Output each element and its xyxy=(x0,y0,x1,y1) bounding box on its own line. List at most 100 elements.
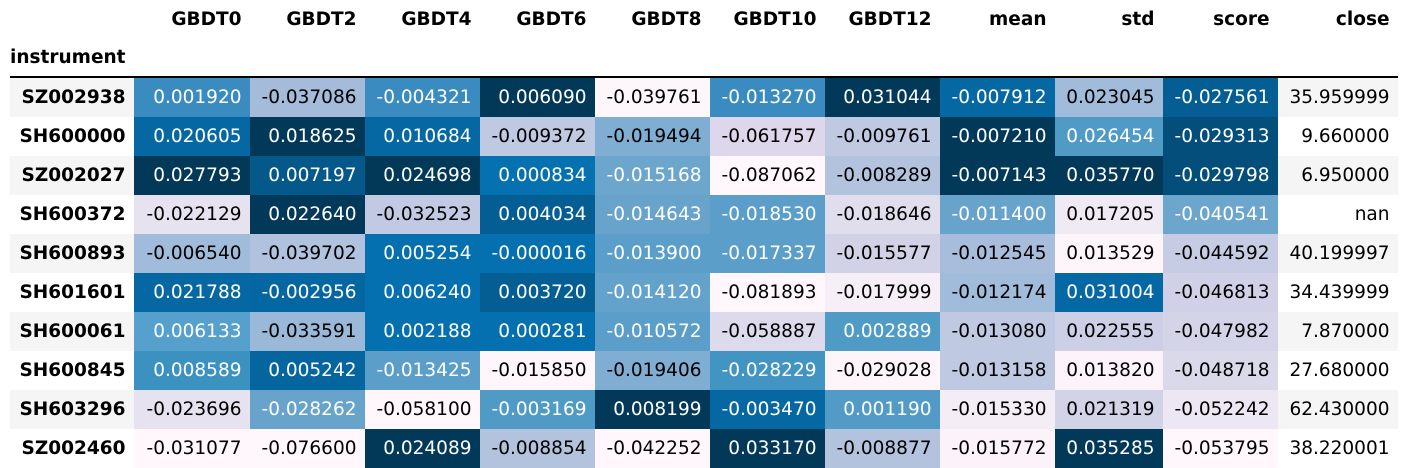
cell-score: -0.040541 xyxy=(1162,195,1278,234)
table-row: SH600000 0.020605 0.018625 0.010684 -0.00937… xyxy=(10,117,1398,156)
row-instrument: SH600845 xyxy=(10,351,134,390)
table-row: SH600061 0.006133 -0.033591 0.002188 0.00028… xyxy=(10,312,1398,351)
cell-gbdt12: -0.008877 xyxy=(824,429,940,468)
table-row: SZ002938 0.001920 -0.037086 -0.004321 0.0060… xyxy=(10,77,1398,117)
col-header: GBDT6 xyxy=(516,8,587,30)
cell-gbdt8: -0.013900 xyxy=(594,234,710,273)
col-header: GBDT2 xyxy=(286,8,357,30)
cell-score: -0.047982 xyxy=(1162,312,1278,351)
cell-gbdt10: -0.058887 xyxy=(709,312,825,351)
cell-gbdt0: -0.023696 xyxy=(133,390,250,429)
col-header: GBDT4 xyxy=(401,8,472,30)
row-instrument: SZ002938 xyxy=(10,77,134,117)
cell-gbdt12: -0.015577 xyxy=(824,234,940,273)
cell-gbdt12: -0.008289 xyxy=(824,156,940,195)
cell-gbdt10: 0.033170 xyxy=(709,429,825,468)
cell-gbdt6: -0.000016 xyxy=(479,234,595,273)
cell-gbdt2: 0.007197 xyxy=(249,156,365,195)
table-row: SH603296 -0.023696 -0.028262 -0.058100 -0.00… xyxy=(10,390,1398,429)
cell-gbdt0: -0.031077 xyxy=(133,429,250,468)
cell-gbdt6: 0.004034 xyxy=(479,195,595,234)
cell-gbdt2: 0.018625 xyxy=(249,117,365,156)
cell-gbdt2: -0.033591 xyxy=(249,312,365,351)
cell-gbdt4: -0.004321 xyxy=(364,77,480,117)
col-header: GBDT8 xyxy=(631,8,702,30)
row-instrument: SH601601 xyxy=(10,273,134,312)
cell-close: 40.199997 xyxy=(1277,234,1398,273)
cell-gbdt8: -0.039761 xyxy=(594,77,710,117)
cell-mean: -0.015772 xyxy=(939,429,1055,468)
cell-mean: -0.013080 xyxy=(939,312,1055,351)
cell-gbdt12: -0.017999 xyxy=(824,273,940,312)
cell-gbdt4: 0.024698 xyxy=(364,156,480,195)
index-name: instrument xyxy=(10,46,126,68)
col-header: mean xyxy=(989,8,1047,30)
cell-close: 35.959999 xyxy=(1277,77,1398,117)
cell-gbdt0: 0.020605 xyxy=(133,117,250,156)
cell-gbdt2: 0.005242 xyxy=(249,351,365,390)
cell-gbdt6: 0.000281 xyxy=(479,312,595,351)
cell-gbdt2: 0.022640 xyxy=(249,195,365,234)
cell-gbdt0: 0.021788 xyxy=(133,273,250,312)
cell-gbdt4: -0.058100 xyxy=(364,390,480,429)
cell-close: 6.950000 xyxy=(1277,156,1398,195)
cell-gbdt10: -0.018530 xyxy=(709,195,825,234)
table-row: SH601601 0.021788 -0.002956 0.006240 0.00372… xyxy=(10,273,1398,312)
cell-gbdt6: 0.006090 xyxy=(479,77,595,117)
col-header: GBDT10 xyxy=(733,8,817,30)
cell-gbdt10: -0.003470 xyxy=(709,390,825,429)
cell-gbdt12: -0.009761 xyxy=(824,117,940,156)
cell-gbdt12: 0.001190 xyxy=(824,390,940,429)
cell-gbdt4: 0.002188 xyxy=(364,312,480,351)
table-row: SH600893 -0.006540 -0.039702 0.005254 -0.000… xyxy=(10,234,1398,273)
cell-gbdt6: -0.009372 xyxy=(479,117,595,156)
cell-score: -0.044592 xyxy=(1162,234,1278,273)
row-instrument: SZ002027 xyxy=(10,156,134,195)
row-instrument: SH603296 xyxy=(10,390,134,429)
row-instrument: SH600000 xyxy=(10,117,134,156)
cell-gbdt8: -0.014120 xyxy=(594,273,710,312)
table-row: SZ002460 -0.031077 -0.076600 0.024089 -0.008… xyxy=(10,429,1398,468)
row-instrument: SZ002460 xyxy=(10,429,134,468)
cell-gbdt10: -0.081893 xyxy=(709,273,825,312)
cell-mean: -0.007210 xyxy=(939,117,1055,156)
cell-score: -0.027561 xyxy=(1162,77,1278,117)
cell-gbdt6: -0.008854 xyxy=(479,429,595,468)
cell-score: -0.052242 xyxy=(1162,390,1278,429)
cell-mean: -0.007912 xyxy=(939,77,1055,117)
cell-gbdt12: -0.029028 xyxy=(824,351,940,390)
cell-std: 0.017205 xyxy=(1054,195,1163,234)
cell-close: nan xyxy=(1277,195,1398,234)
cell-std: 0.022555 xyxy=(1054,312,1163,351)
cell-gbdt6: 0.000834 xyxy=(479,156,595,195)
cell-gbdt10: -0.087062 xyxy=(709,156,825,195)
table-row: SH600372 -0.022129 0.022640 -0.032523 0.0040… xyxy=(10,195,1398,234)
cell-gbdt12: 0.031044 xyxy=(824,77,940,117)
cell-gbdt0: 0.001920 xyxy=(133,77,250,117)
cell-gbdt8: -0.014643 xyxy=(594,195,710,234)
cell-std: 0.013529 xyxy=(1054,234,1163,273)
cell-mean: -0.015330 xyxy=(939,390,1055,429)
cell-score: -0.053795 xyxy=(1162,429,1278,468)
cell-mean: -0.011400 xyxy=(939,195,1055,234)
cell-std: 0.031004 xyxy=(1054,273,1163,312)
cell-gbdt2: -0.076600 xyxy=(249,429,365,468)
cell-score: -0.048718 xyxy=(1162,351,1278,390)
cell-gbdt4: -0.032523 xyxy=(364,195,480,234)
table-row: SH600845 0.008589 0.005242 -0.013425 -0.0158… xyxy=(10,351,1398,390)
cell-gbdt8: -0.015168 xyxy=(594,156,710,195)
cell-gbdt0: 0.006133 xyxy=(133,312,250,351)
cell-gbdt0: -0.022129 xyxy=(133,195,250,234)
cell-gbdt6: -0.003169 xyxy=(479,390,595,429)
cell-gbdt2: -0.028262 xyxy=(249,390,365,429)
cell-close: 7.870000 xyxy=(1277,312,1398,351)
cell-score: -0.029313 xyxy=(1162,117,1278,156)
cell-gbdt8: -0.010572 xyxy=(594,312,710,351)
row-instrument: SH600372 xyxy=(10,195,134,234)
cell-gbdt2: -0.039702 xyxy=(249,234,365,273)
cell-gbdt6: -0.015850 xyxy=(479,351,595,390)
cell-mean: -0.007143 xyxy=(939,156,1055,195)
cell-gbdt0: 0.008589 xyxy=(133,351,250,390)
col-header: std xyxy=(1121,8,1155,30)
cell-gbdt12: 0.002889 xyxy=(824,312,940,351)
